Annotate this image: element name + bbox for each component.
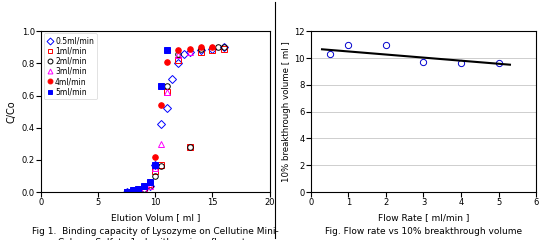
X-axis label: Flow Rate [ ml/min ]: Flow Rate [ ml/min ] <box>378 213 469 222</box>
Y-axis label: C/Co: C/Co <box>6 100 16 123</box>
X-axis label: Elution Volum [ ml ]: Elution Volum [ ml ] <box>111 213 200 222</box>
Y-axis label: 10% breakthrough volume [ ml ]: 10% breakthrough volume [ ml ] <box>282 41 291 182</box>
Text: Fig. Flow rate vs 10% breakthrough volume: Fig. Flow rate vs 10% breakthrough volum… <box>325 227 522 236</box>
Text: Fig 1.  Binding capacity of Lysozyme on Cellutine Mini-
         Column Sulfate : Fig 1. Binding capacity of Lysozyme on C… <box>32 227 279 240</box>
Legend: 0.5ml/min, 1ml/min, 2ml/min, 3ml/min, 4ml/min, 5ml/min: 0.5ml/min, 1ml/min, 2ml/min, 3ml/min, 4m… <box>43 34 97 99</box>
